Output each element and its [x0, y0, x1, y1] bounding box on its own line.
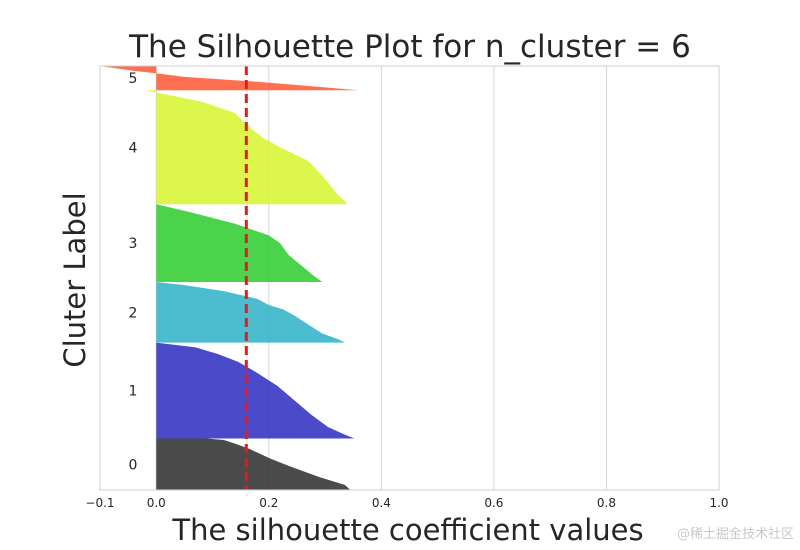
- x-tick-labels: −0.1 0.0 0.2 0.4 0.6 0.8 1.0: [85, 496, 728, 510]
- cluster-label-2: 2: [129, 305, 138, 321]
- plot-frame: [99, 65, 720, 491]
- watermark: @稀土掘金技术社区: [676, 527, 794, 542]
- y-axis-label: Cluter Label: [58, 192, 92, 367]
- x-tick-label: 1.0: [709, 496, 728, 510]
- cluster-area-1: [156, 342, 355, 439]
- x-tick-label: 0.0: [147, 496, 166, 510]
- cluster-label-3: 3: [129, 236, 138, 252]
- chart-title: The Silhouette Plot for n_cluster = 6: [128, 29, 691, 65]
- cluster-areas: [100, 66, 359, 490]
- cluster-area-0: [156, 438, 351, 490]
- x-tick-label: −0.1: [85, 496, 114, 510]
- cluster-area-3: [156, 204, 323, 283]
- x-tick-label: 0.8: [597, 496, 616, 510]
- cluster-area-4: [145, 90, 348, 205]
- cluster-area-2: [156, 282, 345, 343]
- cluster-area-5: [100, 66, 359, 91]
- cluster-labels: 0 1 2 3 4 5: [129, 71, 138, 473]
- x-tick-label: 0.6: [484, 496, 503, 510]
- cluster-label-4: 4: [129, 140, 138, 156]
- cluster-label-0: 0: [129, 457, 138, 473]
- x-tick-label: 0.4: [372, 496, 391, 510]
- cluster-label-1: 1: [129, 384, 138, 400]
- x-tick-label: 0.2: [259, 496, 278, 510]
- x-axis-label: The silhouette coefficient values: [171, 513, 643, 547]
- cluster-label-5: 5: [129, 71, 138, 87]
